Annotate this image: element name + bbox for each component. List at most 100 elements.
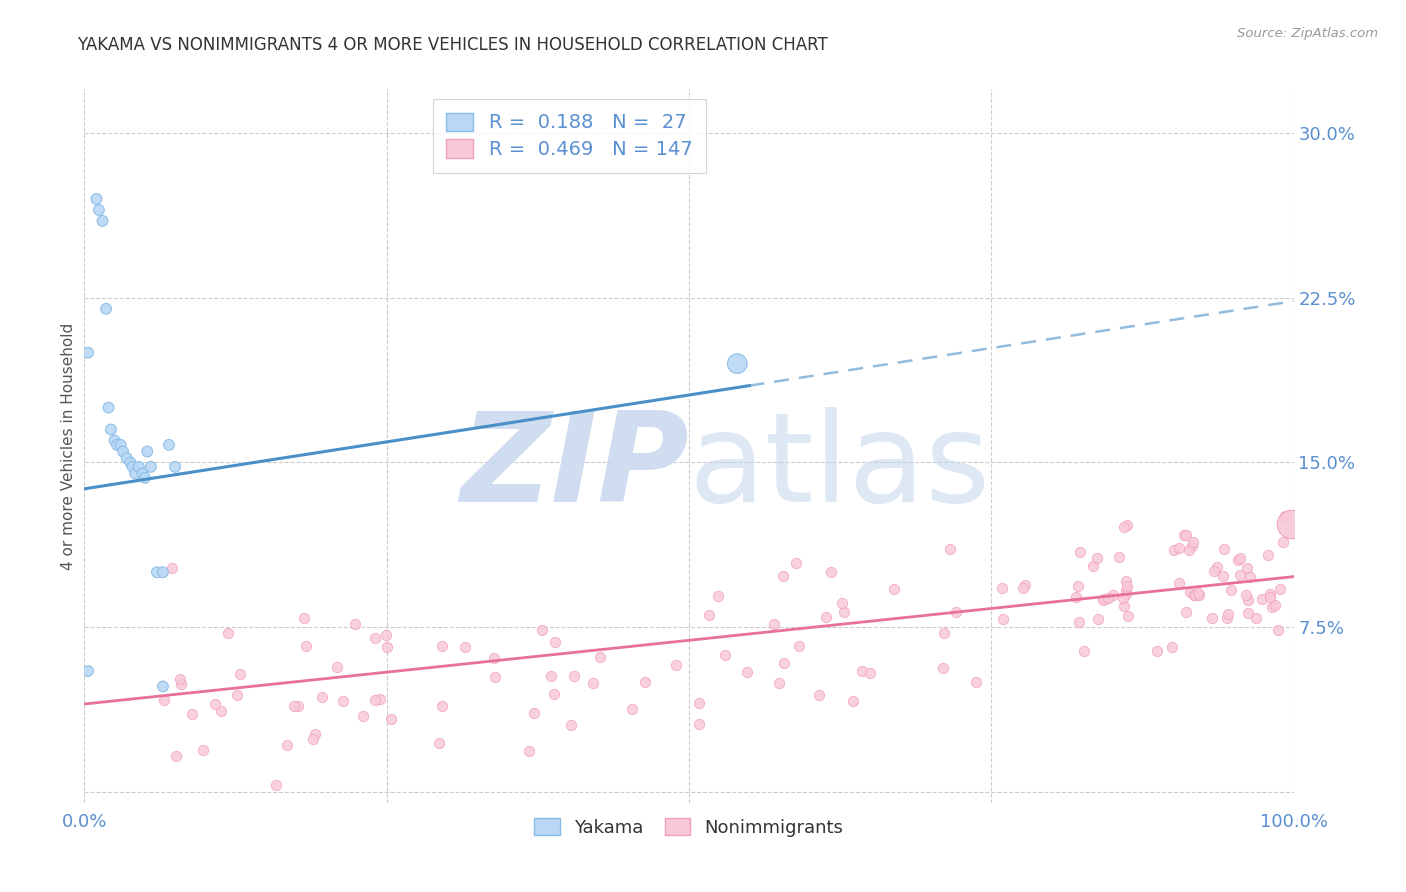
Point [713, 648, 735, 662]
Point [139, 459, 162, 474]
Point [484, 651, 506, 665]
Point [115, 451, 138, 466]
Point [1115, 587, 1137, 601]
Point [120, 455, 142, 469]
Point [787, 639, 810, 653]
Point [1087, 612, 1109, 626]
Point [589, 649, 612, 664]
Point [1229, 551, 1251, 566]
Point [1115, 518, 1137, 533]
Point [1257, 548, 1279, 562]
Point [292, 611, 315, 625]
Point [165, 749, 187, 764]
Point [1184, 589, 1206, 603]
Point [87, 202, 110, 217]
Point [1167, 576, 1189, 591]
Point [1116, 578, 1139, 592]
Point [128, 459, 150, 474]
Point [484, 670, 506, 684]
Point [363, 693, 385, 707]
Point [229, 666, 252, 681]
Point [1081, 559, 1104, 574]
Point [217, 625, 239, 640]
Point [1258, 587, 1281, 601]
Point [1227, 553, 1250, 567]
Point [276, 738, 298, 752]
Point [815, 610, 838, 624]
Point [851, 664, 873, 678]
Point [1201, 611, 1223, 625]
Point [1112, 591, 1135, 605]
Point [136, 444, 159, 458]
Point [560, 718, 582, 732]
Point [105, 438, 128, 452]
Point [1236, 560, 1258, 574]
Point [100, 423, 122, 437]
Point [1202, 564, 1225, 578]
Point [295, 640, 318, 654]
Point [1115, 574, 1137, 588]
Point [121, 459, 143, 474]
Point [1161, 640, 1184, 654]
Point [1237, 593, 1260, 607]
Point [1219, 582, 1241, 597]
Point [264, 778, 287, 792]
Point [152, 566, 174, 580]
Point [432, 698, 454, 713]
Point [883, 582, 905, 596]
Point [77, 664, 100, 678]
Point [1114, 599, 1136, 613]
Point [1237, 606, 1260, 620]
Text: atlas: atlas [689, 407, 991, 528]
Point [688, 717, 710, 731]
Point [1014, 577, 1036, 591]
Point [94, 301, 117, 316]
Point [326, 660, 349, 674]
Point [1279, 516, 1302, 531]
Point [832, 605, 855, 619]
Point [1092, 591, 1115, 606]
Point [1115, 583, 1137, 598]
Point [380, 712, 402, 726]
Point [1108, 550, 1130, 565]
Point [77, 345, 100, 359]
Point [430, 639, 453, 653]
Y-axis label: 4 or more Vehicles in Household: 4 or more Vehicles in Household [60, 322, 76, 570]
Point [152, 680, 174, 694]
Point [773, 656, 796, 670]
Point [831, 596, 853, 610]
Point [581, 675, 603, 690]
Point [763, 617, 786, 632]
Point [1112, 519, 1135, 533]
Point [1261, 600, 1284, 615]
Point [965, 674, 987, 689]
Point [86, 192, 108, 206]
Point [352, 709, 374, 723]
Point [375, 640, 398, 654]
Point [523, 706, 546, 721]
Point [1260, 590, 1282, 604]
Point [1097, 591, 1119, 605]
Point [91, 214, 114, 228]
Point [287, 699, 309, 714]
Point [97, 401, 120, 415]
Point [375, 628, 398, 642]
Point [1066, 578, 1088, 592]
Point [1250, 592, 1272, 607]
Point [725, 357, 748, 371]
Point [1184, 588, 1206, 602]
Point [181, 707, 204, 722]
Point [1173, 528, 1195, 542]
Point [283, 699, 305, 714]
Point [1073, 644, 1095, 658]
Point [1118, 609, 1140, 624]
Point [1229, 568, 1251, 582]
Point [427, 736, 450, 750]
Point [204, 697, 226, 711]
Point [112, 444, 135, 458]
Point [368, 691, 391, 706]
Point [932, 660, 955, 674]
Point [146, 566, 169, 580]
Point [1167, 541, 1189, 555]
Point [932, 626, 955, 640]
